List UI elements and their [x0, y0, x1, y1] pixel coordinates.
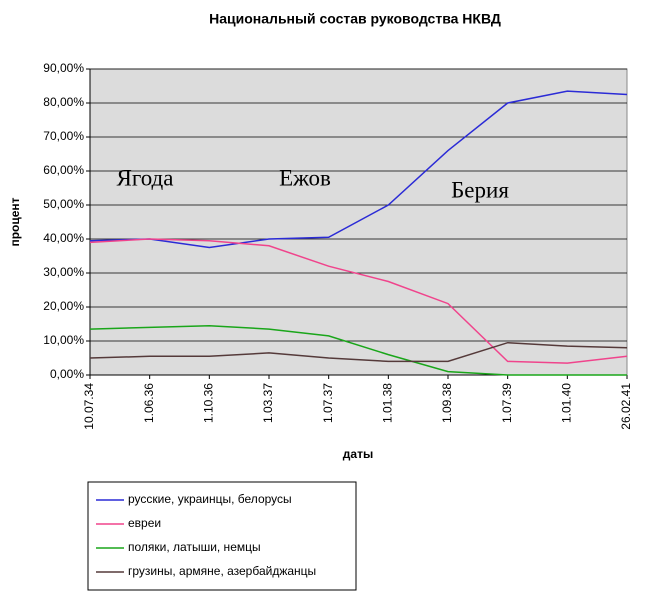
y-tick-label: 40,00%: [43, 231, 84, 245]
series-line: [89, 238, 628, 364]
annotation: Ежов: [279, 165, 331, 190]
y-tick-label: 20,00%: [43, 299, 84, 313]
y-axis-label: процент: [8, 197, 22, 246]
legend-label: евреи: [128, 516, 161, 530]
x-tick-label: 1.09.38: [440, 383, 454, 423]
x-tick-label: 1.10.36: [202, 383, 216, 423]
series-line: [89, 341, 628, 363]
y-tick-label: 70,00%: [43, 129, 84, 143]
x-tick-label: 1.07.39: [500, 383, 514, 423]
series-line: [89, 324, 627, 376]
legend-label: поляки, латыши, немцы: [128, 540, 261, 554]
x-tick-label: 1.06.36: [142, 383, 156, 423]
x-tick-label: 10.07.34: [82, 383, 96, 430]
legend: [87, 481, 357, 591]
legend-label: грузины, армяне, азербайджанцы: [128, 564, 316, 578]
x-tick-label: 1.03.37: [261, 383, 275, 423]
y-tick-label: 50,00%: [43, 197, 84, 211]
x-tick-label: 1.07.37: [321, 383, 335, 423]
x-tick-label: 1.01.38: [381, 383, 395, 423]
annotation: Берия: [451, 177, 509, 202]
annotation: Ягода: [117, 165, 174, 190]
y-tick-label: 0,00%: [50, 367, 84, 381]
series-line: [89, 90, 628, 249]
x-tick-label: 26.02.41: [619, 383, 633, 430]
x-tick-label: 1.01.40: [560, 383, 574, 423]
y-tick-label: 90,00%: [43, 61, 84, 75]
legend-label: русские, украинцы, белорусы: [128, 492, 292, 506]
y-tick-label: 10,00%: [43, 333, 84, 347]
y-tick-label: 60,00%: [43, 163, 84, 177]
x-axis-label: даты: [343, 447, 373, 461]
chart-title: Национальный состав руководства НКВД: [209, 11, 501, 27]
y-tick-label: 80,00%: [43, 95, 84, 109]
y-tick-label: 30,00%: [43, 265, 84, 279]
